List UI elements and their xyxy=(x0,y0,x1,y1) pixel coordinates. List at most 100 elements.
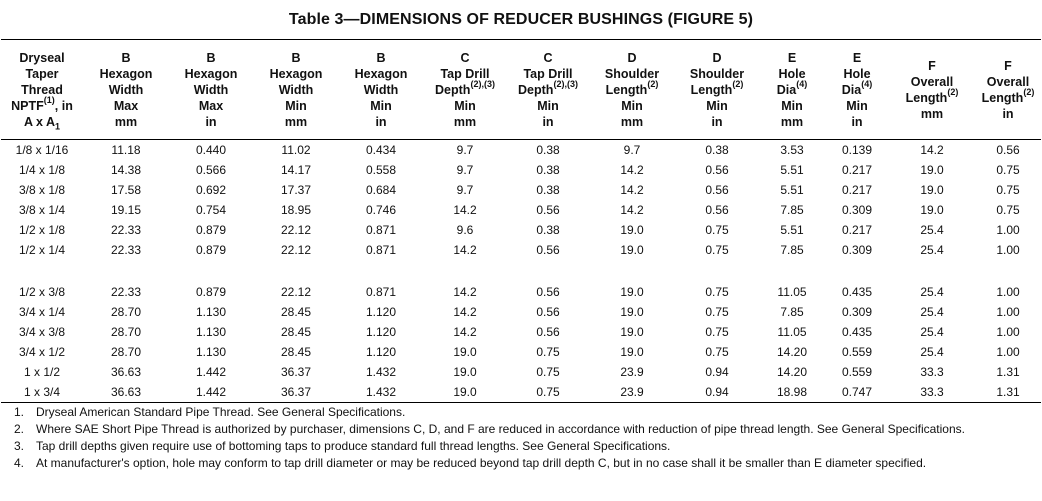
header-text: Depth xyxy=(435,82,471,97)
header-cell-10: E Hole Dia(4) Min in xyxy=(825,40,889,140)
header-line: Width xyxy=(193,82,229,97)
table-cell: 7.85 xyxy=(780,203,804,217)
table-cell: 0.94 xyxy=(675,382,759,403)
header-line: Length(2) xyxy=(975,87,1041,106)
table-cell: 19.0 xyxy=(920,183,944,197)
table-row: 1/2 x 3/8 22.33 0.879 22.12 0.871 14.2 0.56 19.… xyxy=(1,282,1041,302)
table-cell: 0.75 xyxy=(996,183,1020,197)
table-cell: 0.56 xyxy=(536,243,560,257)
table-cell: 1.432 xyxy=(365,365,397,379)
header-line: Dia(4) xyxy=(825,80,889,98)
header-line: Width xyxy=(108,82,144,97)
header-text: Dia xyxy=(776,82,797,97)
table-cell: 25.4 xyxy=(920,325,944,339)
table-cell: 3/8 x 1/8 xyxy=(18,183,66,197)
table-cell: 3/8 x 1/4 xyxy=(18,203,66,217)
header-line: Hexagon xyxy=(184,66,238,81)
table-cell: 0.309 xyxy=(841,243,873,257)
header-line: Min xyxy=(846,98,868,113)
table-cell: 9.6 xyxy=(456,223,474,237)
table-cell: 1.442 xyxy=(195,365,227,379)
header-line: Min xyxy=(370,98,392,113)
table-cell: 9.7 xyxy=(456,183,474,197)
header-line: Length(2) xyxy=(589,80,675,98)
header-row: Dryseal Taper Thread NPTF(1), in A x A1 B Hexa… xyxy=(1,40,1041,140)
table-cell: 0.566 xyxy=(195,163,227,177)
table-cell: 3/4 x 1/2 xyxy=(18,345,66,359)
table-row: 1/8 x 1/16 11.18 0.440 11.02 0.434 9.7 0.38 9.7… xyxy=(1,140,1041,161)
table-cell: 19.0 xyxy=(453,365,477,379)
header-line: in xyxy=(711,114,723,129)
table-cell: 0.559 xyxy=(841,345,873,359)
table-cell: 22.33 xyxy=(110,223,142,237)
header-text: A x A xyxy=(23,114,55,129)
footnote: 1. Dryseal American Standard Pipe Thread.… xyxy=(14,404,1014,421)
table-cell: 0.56 xyxy=(705,203,729,217)
table-cell: 22.33 xyxy=(110,285,142,299)
footnote-number: 3. xyxy=(14,439,25,453)
footnote-number: 1. xyxy=(14,405,25,419)
header-line: mm xyxy=(453,114,477,129)
table-row: 3/8 x 1/8 17.58 0.692 17.37 0.684 9.7 0.38 14.2… xyxy=(1,180,1041,200)
table-cell: 0.692 xyxy=(195,183,227,197)
table-cell: 0.435 xyxy=(841,285,873,299)
footnote-ref: (2) xyxy=(1023,87,1035,98)
table-cell: 0.309 xyxy=(841,305,873,319)
table-cell: 17.37 xyxy=(280,183,312,197)
header-line: NPTF(1), in xyxy=(1,96,83,114)
header-line: Min xyxy=(781,98,803,113)
table-cell: 7.85 xyxy=(780,305,804,319)
header-cell-7: D Shoulder Length(2) Min mm xyxy=(589,40,675,140)
table-cell: 19.0 xyxy=(620,325,644,339)
table-cell: 0.75 xyxy=(705,285,729,299)
footnote-number: 4. xyxy=(14,456,25,470)
header-line: Depth(2),(3) xyxy=(423,80,507,98)
spacer-cell xyxy=(507,260,589,282)
table-cell: 22.12 xyxy=(280,243,312,257)
spacer-cell xyxy=(889,260,975,282)
header-text: Length xyxy=(690,82,733,97)
table-cell: 14.2 xyxy=(453,203,477,217)
header-line: in xyxy=(1002,106,1014,121)
header-line: Tap Drill xyxy=(523,66,573,81)
table-row: 1 x 1/2 36.63 1.442 36.37 1.432 19.0 0.75 23.9 0… xyxy=(1,362,1041,382)
table-cell: 19.0 xyxy=(620,285,644,299)
header-line: Shoulder xyxy=(604,66,660,81)
table-cell: 1 x 3/4 xyxy=(1,382,83,403)
table-row: 3/4 x 1/4 28.70 1.130 28.45 1.120 14.2 0.56 19.… xyxy=(1,302,1041,322)
header-line: Max xyxy=(113,98,139,113)
table-cell: 5.51 xyxy=(780,163,804,177)
header-line: B xyxy=(291,50,301,65)
header-line: Dryseal xyxy=(19,50,65,65)
table-cell: 0.440 xyxy=(195,143,227,157)
table-cell: 0.217 xyxy=(841,163,873,177)
table-cell: 14.2 xyxy=(620,203,644,217)
table-cell: 25.4 xyxy=(920,285,944,299)
table-row: 3/4 x 1/2 28.70 1.130 28.45 1.120 19.0 0.75 19.… xyxy=(1,342,1041,362)
header-text: Depth xyxy=(518,82,554,97)
table-cell: 18.95 xyxy=(280,203,312,217)
spacer-row xyxy=(1,260,1041,282)
footnote-text: Tap drill depths given require use of bo… xyxy=(36,439,671,453)
spacer-cell xyxy=(423,260,507,282)
table-cell: 0.75 xyxy=(996,163,1020,177)
table-cell: 1/2 x 1/8 xyxy=(18,223,66,237)
table-cell: 19.0 xyxy=(423,382,507,403)
header-line: Min xyxy=(285,98,307,113)
header-line: Thread xyxy=(21,82,63,97)
table-cell: 1.00 xyxy=(996,345,1020,359)
table-cell: 0.56 xyxy=(705,163,729,177)
header-line: Tap Drill xyxy=(440,66,490,81)
table-cell: 36.37 xyxy=(280,365,312,379)
header-text: Length xyxy=(905,90,948,105)
table-row: 3/8 x 1/4 19.15 0.754 18.95 0.746 14.2 0.56 14.… xyxy=(1,200,1041,220)
table-cell: 28.45 xyxy=(280,345,312,359)
table-cell: 0.38 xyxy=(705,143,729,157)
footnote-text: At manufacturer's option, hole may confo… xyxy=(36,456,927,470)
table-cell: 28.70 xyxy=(110,305,142,319)
table-cell: 0.309 xyxy=(841,203,873,217)
table-cell: 3.53 xyxy=(780,143,804,157)
header-cell-0: Dryseal Taper Thread NPTF(1), in A x A1 xyxy=(1,40,83,140)
table-cell: 0.38 xyxy=(536,143,560,157)
table-cell: 11.05 xyxy=(777,325,807,339)
